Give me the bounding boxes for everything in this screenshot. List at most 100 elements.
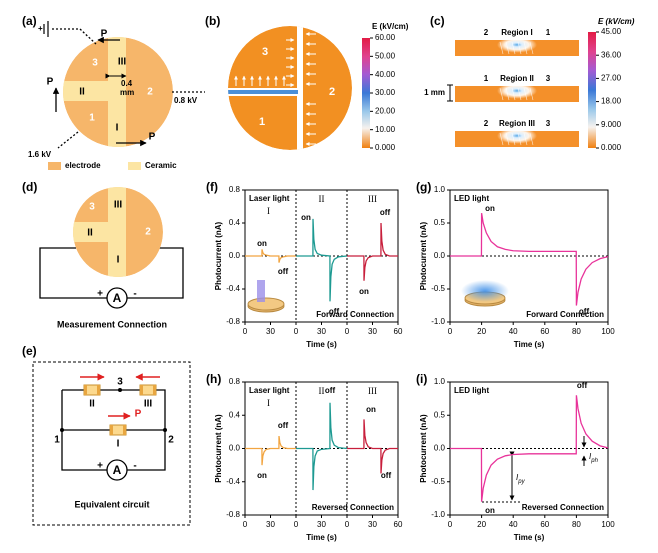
y-tick-label: 0.4 — [229, 410, 241, 419]
node-label: 1 — [54, 435, 60, 446]
curve — [450, 212, 609, 306]
caption: Equivalent circuit — [74, 499, 149, 509]
x-tick-label: 0 — [448, 520, 453, 529]
strip-label: Region II — [500, 74, 534, 83]
symbol: I — [589, 452, 592, 461]
wire — [39, 247, 184, 299]
panel-a: (a) + P P P 3 III II 1 2 I 0.4 mm 0.8 kV… — [22, 14, 205, 170]
x-tick-label: 60 — [394, 327, 403, 336]
x-tick-label: 100 — [601, 327, 615, 336]
region: 3 — [262, 46, 268, 58]
high-field — [228, 90, 298, 94]
caption: Reversed Connection — [312, 503, 394, 512]
scale-label: 1 mm — [424, 88, 445, 97]
battery — [43, 21, 49, 37]
panel-label: (c) — [430, 14, 445, 28]
y-tick-label: 0.8 — [229, 185, 241, 194]
curve — [450, 395, 609, 502]
region: I — [116, 123, 119, 134]
lead — [57, 131, 79, 149]
curve — [296, 218, 348, 302]
y-axis-label: Photocurrent (nA) — [214, 414, 223, 483]
field-line — [523, 87, 528, 101]
y-tick-label: 0.0 — [229, 251, 241, 260]
x-tick-label: 0 — [243, 520, 248, 529]
region: II — [79, 87, 85, 98]
field-line — [505, 87, 510, 101]
y-axis-label: Photocurrent (nA) — [419, 414, 428, 483]
y-tick-label: 0.4 — [229, 218, 241, 227]
laser-inset — [247, 280, 285, 313]
curve — [245, 435, 296, 466]
panel-label: (h) — [206, 372, 221, 386]
region: 3 — [89, 202, 95, 213]
annotation: off — [577, 381, 588, 390]
strip-label: 2 — [484, 28, 489, 37]
y-tick-label: -0.4 — [226, 284, 240, 293]
element — [109, 424, 127, 436]
region: 1 — [259, 116, 265, 128]
meter-sign: - — [133, 461, 136, 472]
strip-center — [497, 40, 537, 56]
panel-label: (a) — [22, 14, 37, 28]
caption: Forward Connection — [316, 310, 394, 319]
panel-label: (f) — [206, 180, 218, 194]
ammeter — [106, 459, 128, 481]
field-arrows — [234, 32, 316, 146]
x-tick-label: 0 — [345, 327, 350, 336]
y-tick-label: -0.8 — [226, 510, 240, 519]
annotation: on — [257, 471, 267, 480]
annotation: on — [366, 405, 376, 414]
node — [60, 428, 64, 432]
field-line — [511, 132, 516, 146]
subscript: ph — [590, 458, 598, 464]
x-tick-label: 30 — [368, 520, 377, 529]
node — [163, 428, 167, 432]
strip-label: 3 — [546, 119, 551, 128]
y-tick-label: 0.0 — [229, 444, 241, 453]
x-tick-label: 30 — [266, 520, 275, 529]
y-tick-label: -0.5 — [431, 477, 445, 486]
field-line — [529, 132, 534, 146]
y-tick-label: 0.0 — [434, 444, 446, 453]
x-tick-label: 30 — [266, 327, 275, 336]
region: III — [114, 200, 123, 211]
colorbar-tick-label: 50.00 — [375, 51, 396, 60]
colorbar-tick-label: 27.00 — [601, 74, 622, 83]
ceramic — [108, 37, 126, 147]
x-tick-label: 30 — [317, 327, 326, 336]
i-annotations: Ipy Iph — [482, 436, 599, 503]
chart-title: LED light — [454, 194, 489, 203]
ceramic — [63, 81, 108, 101]
element — [139, 384, 157, 396]
colorbar — [588, 32, 596, 148]
x-tick-label: 0 — [294, 520, 299, 529]
field-line — [499, 41, 504, 55]
voltage: 0.8 kV — [174, 96, 198, 105]
field-line — [517, 132, 522, 146]
symbol: I — [516, 473, 519, 482]
x-tick-label: 30 — [317, 520, 326, 529]
x-tick-label: 0 — [448, 327, 453, 336]
x-tick-label: 40 — [509, 327, 518, 336]
p-label: P — [149, 132, 156, 143]
disc — [73, 187, 163, 277]
x-axis-label: Time (s) — [514, 340, 545, 349]
x-axis-label: Time (s) — [306, 533, 337, 542]
meter-symbol: A — [113, 291, 122, 305]
colorbar-tick-label: 18.00 — [601, 97, 622, 106]
ceramic — [73, 222, 108, 242]
annotation: off — [329, 307, 340, 316]
field-map — [228, 26, 352, 150]
x-tick-label: 0 — [243, 327, 248, 336]
curve — [296, 402, 348, 491]
annotation: off — [579, 307, 590, 316]
field-line — [523, 41, 528, 55]
lead — [52, 28, 97, 45]
scale-bar — [447, 84, 453, 102]
colorbar-tick-label: 10.00 — [375, 125, 396, 134]
field-line — [505, 41, 510, 55]
segment-label: I — [267, 398, 270, 408]
panel-c: (c) 1 mm E (kV/cm) — [424, 14, 635, 148]
